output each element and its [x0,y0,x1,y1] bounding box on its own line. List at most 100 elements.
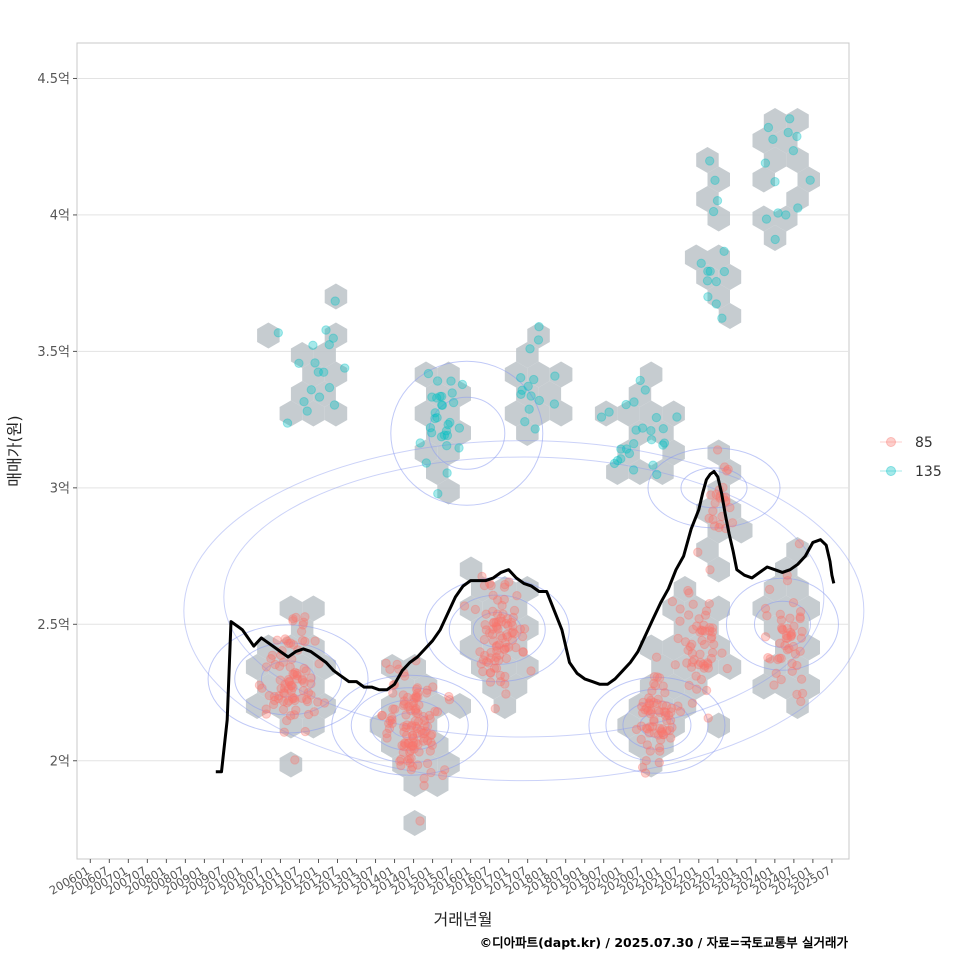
data-point [616,444,626,454]
data-point [382,728,392,739]
data-point [283,684,294,694]
data-point [268,699,279,710]
data-point [781,633,791,643]
data-point [412,723,422,733]
data-point [298,686,309,696]
data-point [711,299,721,309]
data-point [655,707,665,718]
data-point [491,663,502,673]
data-point [703,266,713,276]
data-point [644,728,654,738]
hexbin-cell [707,595,730,622]
hexbin-cell [662,400,685,427]
data-point [704,626,715,636]
data-point [485,677,496,687]
data-point [703,713,713,723]
hexbin-cell [516,381,539,407]
data-point [409,693,419,703]
hexbin-cell [257,634,280,661]
data-point [688,624,698,634]
data-point [616,454,626,464]
data-point [792,131,802,142]
data-point [443,419,453,430]
data-point [421,726,431,737]
hexbin-cell [516,420,539,446]
data-point [776,623,787,633]
data-point [689,654,699,665]
data-point [319,698,330,708]
hexbin-cell [381,654,404,680]
data-point [770,177,780,187]
hexbin-cell [639,751,663,778]
data-point [631,425,641,435]
data-point [629,397,639,407]
data-point [306,385,316,395]
hexbin-cell [527,361,550,388]
data-point [479,580,490,591]
data-point [783,633,793,643]
hexbin-cell [290,381,314,407]
contour-line [680,467,748,509]
data-point [670,660,680,670]
hexbin-cell [403,732,426,758]
data-point [640,768,651,778]
data-point [692,684,702,694]
data-point [673,633,683,644]
data-point [723,464,733,475]
data-point [698,659,708,669]
data-point [654,757,664,768]
data-point [413,760,423,770]
hexbin-cell [516,342,539,368]
data-point [478,655,489,665]
data-point [278,696,289,706]
data-point [706,653,716,664]
hexbin-cell [414,673,438,700]
hexbin-cell [279,751,303,778]
data-point [280,679,290,689]
data-point [641,703,652,713]
data-point [408,741,418,751]
data-point [292,670,302,681]
data-point [500,644,510,654]
data-point [649,678,659,689]
hexbin-cell [324,283,348,310]
data-point [266,654,276,664]
data-point [649,728,659,738]
hexbin-cell [504,673,528,700]
caption: ©디아파트(dapt.kr) / 2025.07.30 / 자료=국토교통부 실… [480,935,849,950]
data-point [502,629,512,640]
y-tick-label: 2.5억 [37,618,70,633]
data-point [665,715,676,725]
data-point [508,621,518,631]
data-point [775,609,785,619]
data-point [494,617,504,627]
contour-line [725,577,839,671]
data-point [789,621,799,631]
data-point [280,634,290,644]
data-point [488,590,498,600]
hexbin-cell [752,166,775,193]
data-point [501,618,511,629]
data-point [288,614,298,624]
data-point [280,683,290,693]
data-point [646,426,656,436]
hexbin-cell [786,615,809,641]
data-point [286,680,296,691]
hexbin-cell [797,673,820,700]
data-point [657,724,668,734]
data-point [381,658,391,668]
data-point [488,636,498,646]
hexbin-cell [527,322,550,349]
data-point [284,677,294,687]
contour-line [605,688,709,762]
data-point [500,579,510,590]
data-point [509,629,519,639]
data-point [302,696,313,707]
data-point [649,697,659,708]
data-point [285,662,295,672]
data-point [387,718,397,729]
data-point [684,588,694,598]
data-point [511,642,521,653]
hexbin-cell [279,712,303,739]
data-point [796,633,806,643]
